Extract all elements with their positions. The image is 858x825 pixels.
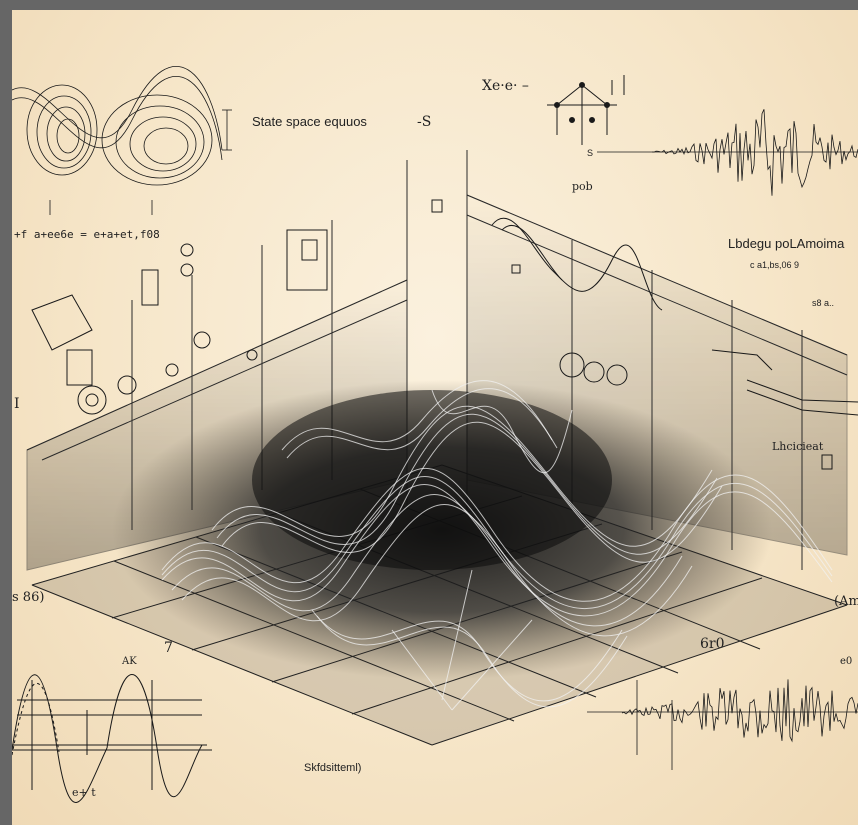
wave-s-label: S (587, 148, 594, 158)
state-space-mark: -S (417, 114, 432, 130)
right-am-label: (Am (834, 594, 858, 609)
bottom-signal (587, 679, 858, 770)
bottom-left-t-label: e+ t (72, 786, 96, 799)
sine-plot (12, 674, 212, 803)
left-86-label: s 86) (12, 590, 45, 605)
wave-ribbons (161, 380, 833, 711)
circuit-doodles (31, 199, 858, 470)
state-space-label: State space equuos (252, 114, 367, 129)
right-e0-label: e0 (840, 656, 853, 667)
legendre-sub: c a1,bs,06 9 (750, 260, 800, 270)
circuit-graph (547, 75, 625, 145)
noise-signal (597, 109, 858, 196)
coefficient-label: Lhcicieat (772, 440, 824, 453)
left-one-label: I (14, 396, 20, 412)
top-left-formula: +f a+ee6e = e+a+et,f08 (14, 228, 160, 241)
pob-label: pob (572, 180, 593, 193)
illustration-art (12, 66, 858, 803)
left-ak-label: AK (122, 656, 137, 667)
legendre-label: Lbdegu poLAmoima (728, 236, 845, 251)
illustration-canvas: State space equuos -S Xe·e· – +f a+ee6e … (12, 10, 858, 825)
right-small-label: s8 a.. (812, 298, 835, 308)
bottom-center-label: Skfdsitteml) (304, 762, 362, 774)
spiral-doodle (12, 66, 232, 215)
seven-label: 7 (164, 640, 173, 656)
top-formula: Xe·e· – (482, 78, 529, 94)
gate-6-label: 6r0 (700, 636, 725, 652)
